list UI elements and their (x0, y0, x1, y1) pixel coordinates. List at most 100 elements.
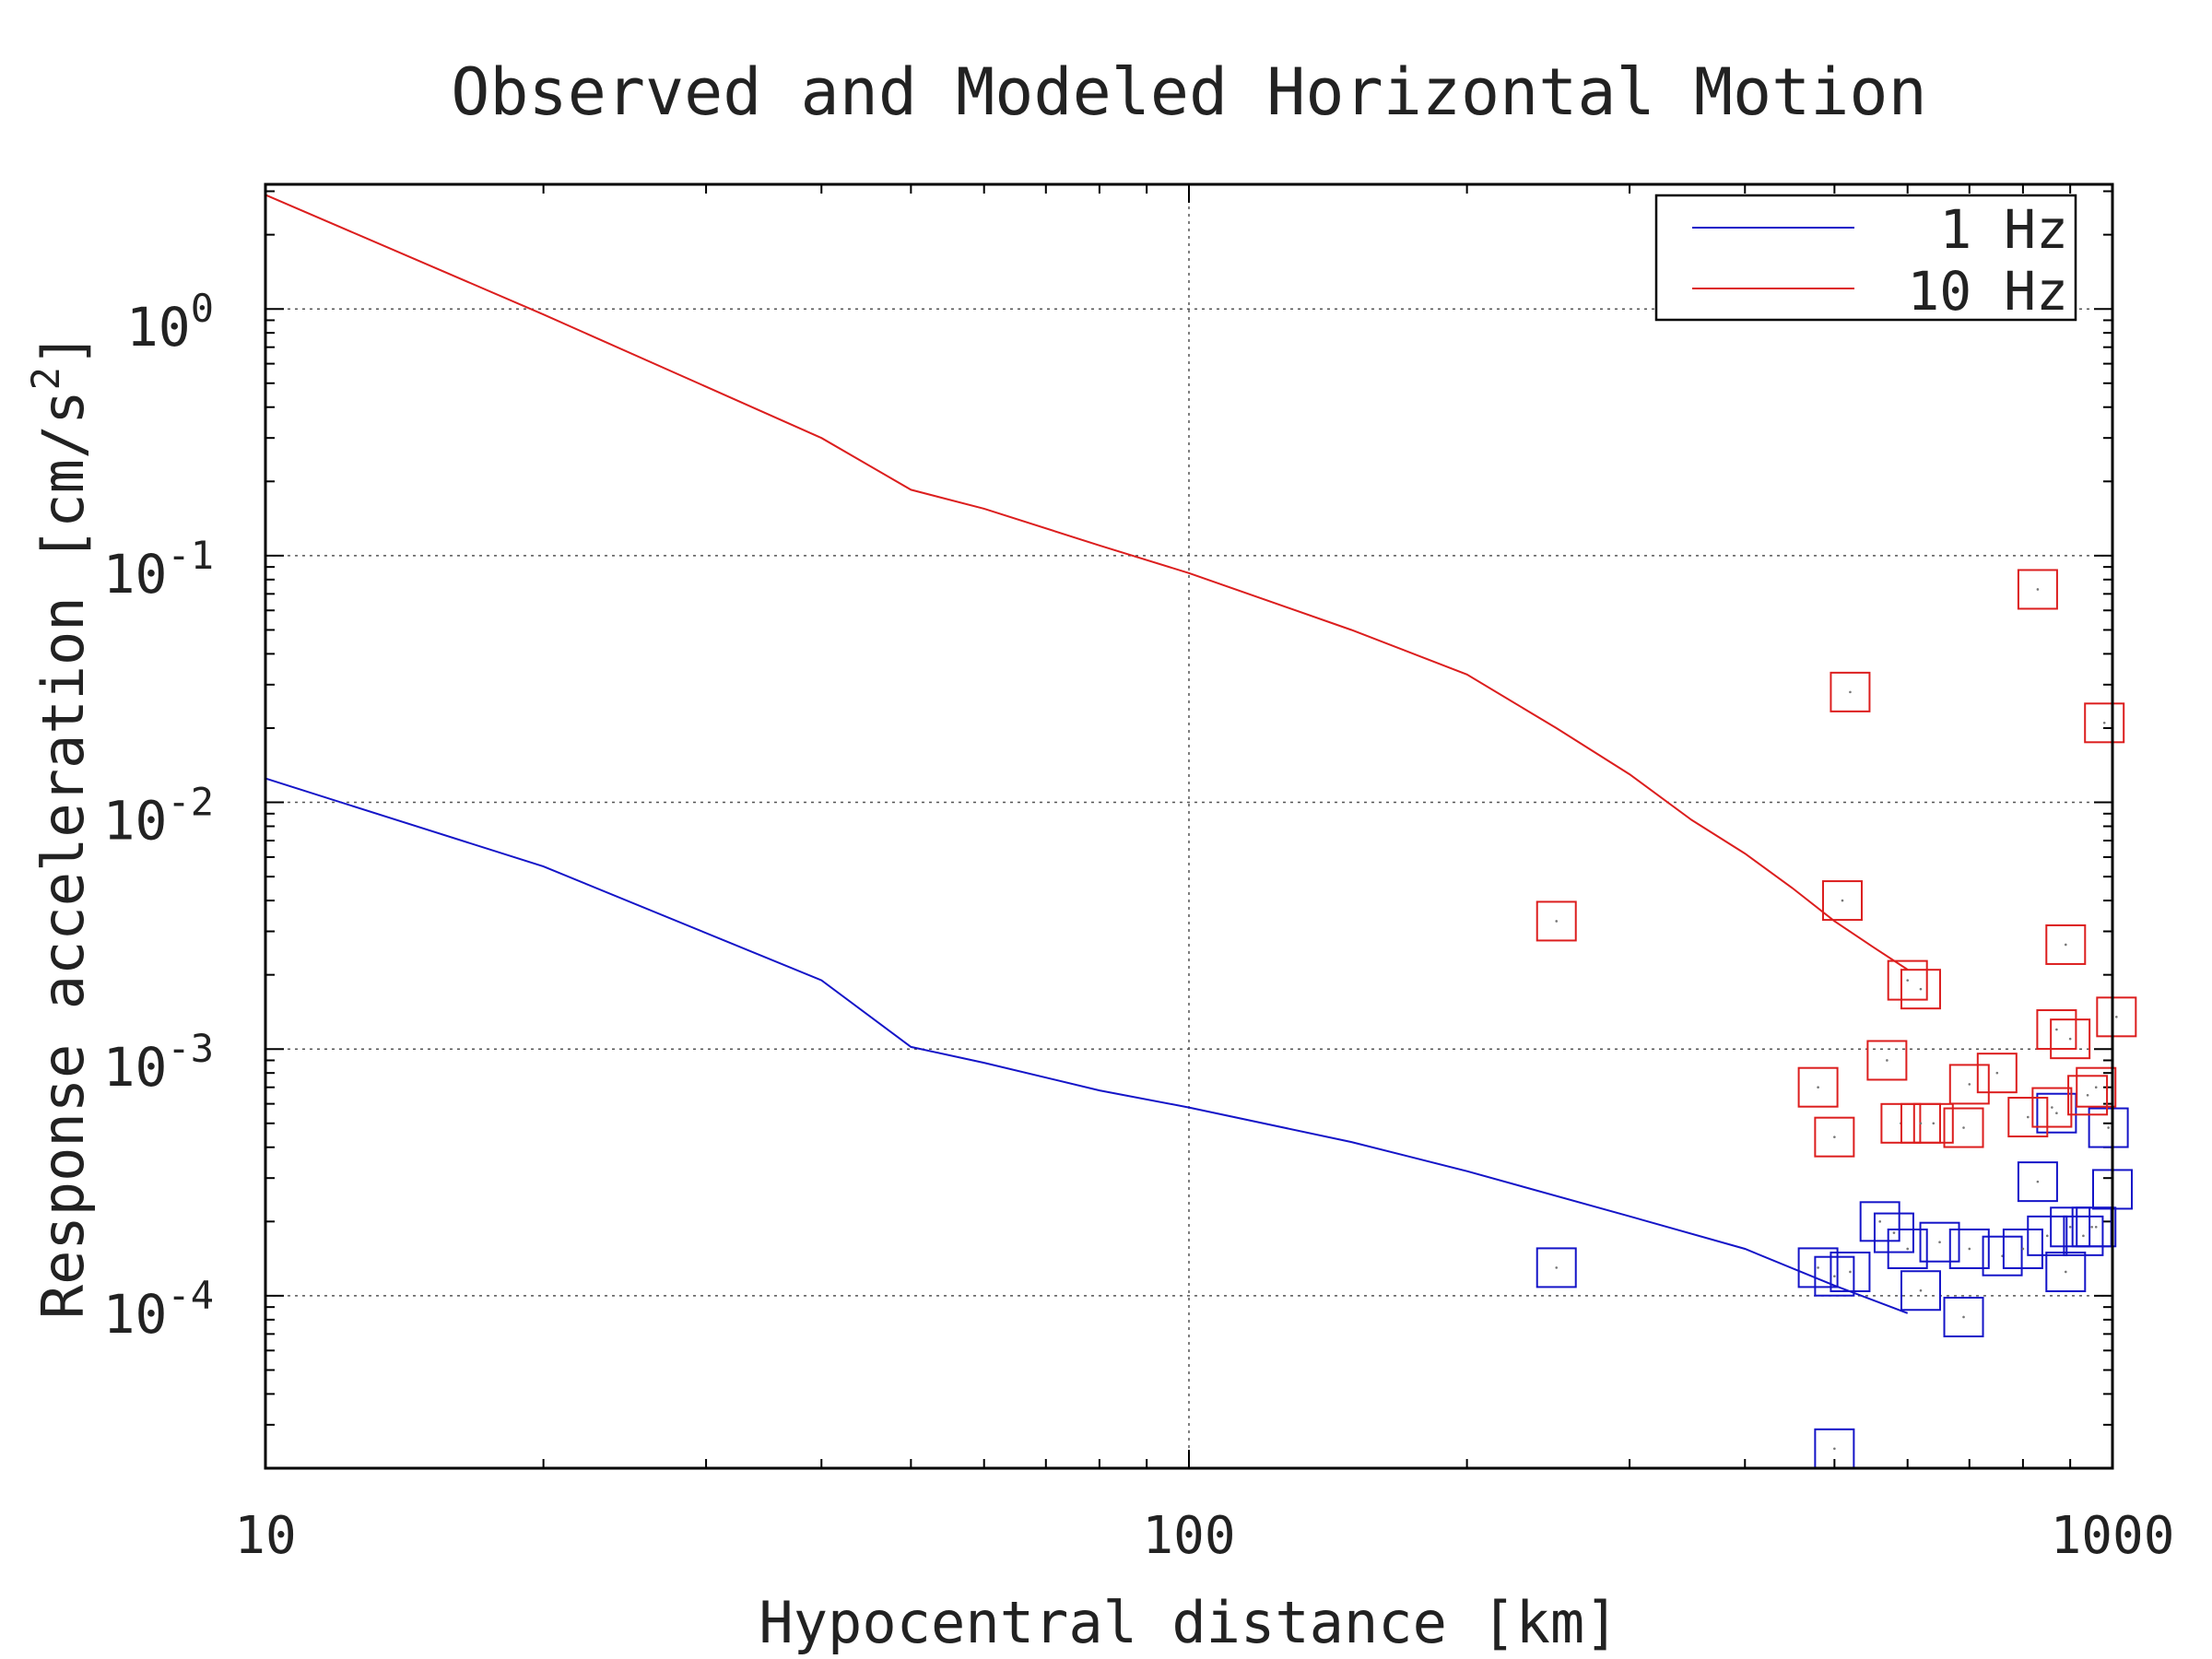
observed-point (1900, 969, 1941, 1010)
observed-point (1919, 1221, 1960, 1263)
observed-point-center (2090, 1225, 2093, 1229)
observed-point (1814, 1116, 1855, 1158)
legend-label-1hz: 1 Hz (1939, 198, 2068, 261)
x-axis-label: Hypocentral distance [km] (759, 1589, 1618, 1656)
chart-title: Observed and Modeled Horizontal Motion (451, 54, 1926, 130)
observed-point-center (2082, 1234, 2085, 1238)
legend-box (1654, 194, 2077, 322)
observed-point (1797, 1066, 1839, 1108)
y-tick-label: 10-3 (103, 1026, 214, 1099)
observed-point-center (1995, 1071, 1999, 1075)
x-tick-labels: 10 100 1000 (234, 1506, 2174, 1566)
legend: 1 Hz 10 Hz (1654, 194, 2077, 323)
observed-point-center (1817, 1086, 1819, 1088)
y-tick-base: 10 (103, 543, 168, 606)
observed-point-center (1968, 1247, 1971, 1251)
observed-point-center (2045, 1234, 2049, 1238)
y-tick-exponent: -3 (167, 1026, 214, 1071)
observed-point-center (2086, 1094, 2089, 1097)
observed-point-center (1833, 1447, 1836, 1451)
observed-point (1821, 880, 1863, 922)
observed-point-center (1919, 987, 1923, 991)
y-tick-base: 10 (103, 1283, 168, 1346)
y-tick-exponent: -2 (167, 780, 214, 825)
observed-point (2063, 1215, 2104, 1256)
observed-point-center (1962, 1315, 1965, 1319)
y-axis-label-main: Response acceleration [cm/s (29, 390, 97, 1319)
observed-point (1900, 1270, 1941, 1312)
observed-point-center (2064, 1270, 2067, 1274)
observed-point (2017, 569, 2058, 610)
observed-point-center (2036, 588, 2040, 591)
observed-point (2002, 1228, 2043, 1269)
observed-point-center (1906, 979, 1910, 982)
axis-ticks (265, 184, 2113, 1469)
y-tick-exponent: 0 (191, 286, 214, 331)
observed-point-center (2064, 943, 2067, 947)
observed-point-center (2094, 1225, 2098, 1229)
observed-point-center (1938, 1241, 1941, 1243)
observed-point (1976, 1053, 2018, 1094)
y-tick-base: 10 (103, 1036, 168, 1099)
x-tick-label: 100 (1142, 1506, 1235, 1566)
observed-point (2050, 1206, 2091, 1248)
observed-point (1830, 1251, 1871, 1292)
observed-point (1887, 959, 1928, 1001)
series-10hz (265, 194, 2137, 1158)
observed-point (1814, 1255, 1855, 1297)
observed-point-center (1892, 1231, 1896, 1234)
observed-point-center (1849, 690, 1852, 694)
x-tick-label: 1000 (2051, 1506, 2175, 1566)
observed-point (2045, 924, 2087, 965)
y-axis-label-superscript: 2 (23, 367, 68, 390)
observed-point (2084, 702, 2125, 744)
observed-point (1830, 671, 1871, 712)
observed-point (2067, 1075, 2109, 1116)
y-tick-label: 100 (126, 286, 214, 359)
observed-point-center (2051, 1106, 2053, 1109)
plot-frame (264, 182, 2114, 1470)
grid (265, 184, 2112, 1468)
observed-point (2076, 1206, 2117, 1248)
observed-point-center (1833, 1275, 1836, 1278)
y-axis-label-end: ] (29, 333, 97, 367)
observed-point (1943, 1296, 1984, 1337)
observed-point-center (1962, 1126, 1965, 1129)
observed-point-center (1919, 1122, 1923, 1125)
y-tick-base: 10 (103, 790, 168, 853)
model-line (265, 777, 1909, 1314)
observed-point-center (2055, 1112, 2058, 1115)
observed-point-center (1841, 899, 1844, 902)
x-tick-label: 10 (234, 1506, 296, 1566)
observed-point-center (1555, 920, 1559, 923)
observed-point (2045, 1251, 2087, 1292)
observed-point (1943, 1107, 1984, 1148)
observed-point-center (2068, 1037, 2072, 1041)
observed-point-center (1878, 1220, 1881, 1223)
y-tick-base: 10 (126, 296, 191, 359)
observed-point-center (2036, 1180, 2040, 1183)
observed-point (2096, 996, 2137, 1038)
observed-point (2007, 1097, 2049, 1138)
y-tick-label: 10-1 (103, 533, 214, 606)
observed-point (1797, 1247, 1839, 1288)
observed-point (1866, 1040, 1908, 1081)
legend-label-10hz: 10 Hz (1907, 260, 2068, 323)
observed-point-center (1817, 1266, 1819, 1269)
observed-point-center (2068, 1225, 2072, 1229)
series-layer (265, 194, 2137, 1469)
y-axis-label: Response acceleration [cm/s2] (23, 333, 97, 1319)
observed-point-center (1555, 1266, 1559, 1269)
y-tick-label: 10-2 (103, 780, 214, 853)
observed-point-center (1968, 1083, 1971, 1086)
observed-point (2036, 1009, 2077, 1051)
model-line (265, 194, 1909, 971)
observed-point (1982, 1235, 2023, 1277)
observed-point (1535, 900, 1577, 942)
observed-point (1948, 1228, 1990, 1269)
observed-point (1859, 1201, 1900, 1242)
observed-point-center (1906, 1247, 1910, 1251)
observed-point (2088, 1107, 2129, 1148)
observed-point-center (2094, 1086, 2098, 1088)
